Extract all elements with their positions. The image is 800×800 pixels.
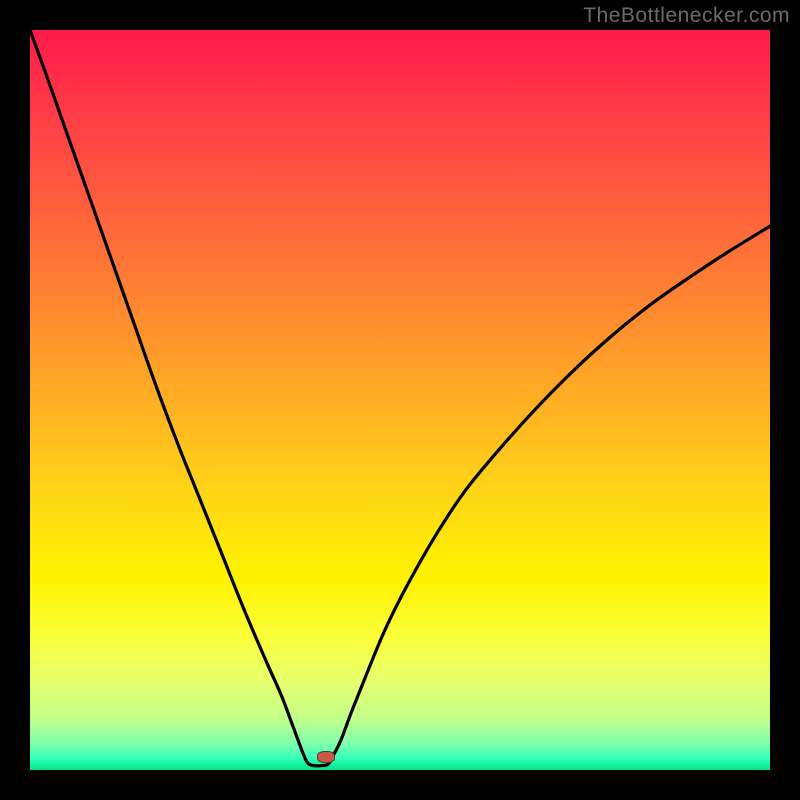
bottleneck-curve [30,30,770,770]
plot-area [30,30,770,770]
watermark-text: TheBottlenecker.com [583,4,790,28]
curve-path [30,30,770,766]
optimum-marker [317,751,335,763]
chart-frame: TheBottlenecker.com [0,0,800,800]
